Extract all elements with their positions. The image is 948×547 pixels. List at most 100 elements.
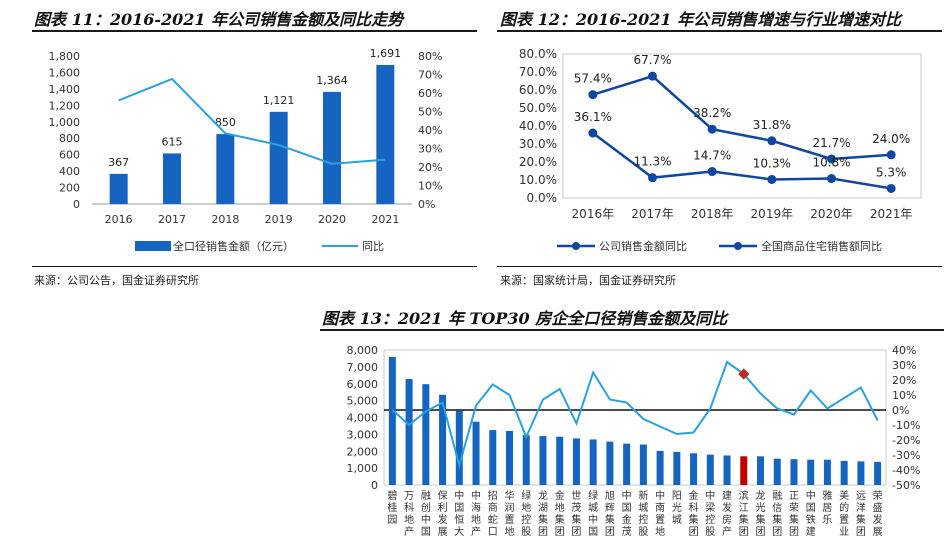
x-tick-label: 正荣集团 — [789, 491, 799, 538]
y-right-tick-label: 10% — [418, 180, 442, 193]
x-tick-label: 滨江集团 — [739, 489, 749, 538]
bar-data-label: 1,121 — [263, 94, 295, 107]
y-right-tick-label: 20% — [418, 161, 442, 174]
x-tick-label: 融信集团 — [772, 490, 782, 538]
y-right-tick-label: 40% — [892, 344, 916, 357]
plot-area-border — [383, 349, 887, 486]
x-tick-label: 融创中国 — [421, 490, 431, 538]
bar-highlight — [740, 456, 748, 485]
y-right-tick-label: 30% — [892, 359, 916, 372]
series-point-1 — [648, 71, 657, 81]
y-tick-label: 70.0% — [519, 65, 557, 79]
x-tick-label: 2016 — [105, 213, 133, 226]
series-point-1 — [827, 154, 836, 164]
series-point-2 — [827, 174, 836, 184]
x-tick-label: 中国金茂 — [622, 489, 632, 538]
fig11-bottom-rule — [32, 266, 477, 267]
y-left-tick-label: 1,400 — [49, 83, 81, 96]
y-left-tick-label: 2,000 — [347, 445, 379, 458]
legend-label-1: 公司销售金额同比 — [599, 239, 687, 253]
series-line-2 — [592, 132, 892, 190]
x-tick-label: 2017 — [158, 213, 186, 226]
bar — [472, 421, 480, 485]
y-right-tick-label: 20% — [892, 374, 916, 387]
bar — [489, 430, 497, 485]
x-tick-label: 龙光集团 — [756, 489, 766, 538]
fig13-svg: 0 1,000 2,000 3,000 4,000 5,000 6,000 7,000 8,00… — [347, 344, 921, 538]
legend-label-2: 全国商品住宅销售额同比 — [761, 239, 882, 253]
x-tick-label: 中海地产 — [471, 489, 481, 538]
x-tick-label: 万科地产 — [404, 491, 414, 538]
data-label-2: 5.3% — [876, 165, 907, 179]
bar — [857, 461, 865, 485]
x-tick-label: 2019年 — [751, 207, 794, 221]
x-tick-label: 建发房产 — [722, 489, 732, 538]
bar — [690, 453, 698, 485]
bar — [639, 444, 647, 485]
y-right-tick-label: 0% — [892, 404, 909, 417]
fig12-source: 来源：国家统计局，国金证券研究所 — [500, 274, 676, 287]
legend-label-line: 同比 — [362, 240, 384, 253]
y-tick-label: 50.0% — [519, 101, 557, 115]
x-tick-label: 绿地控股 — [521, 489, 531, 538]
bar — [422, 384, 430, 485]
fig12-chart: 0.0% 10.0% 20.0% 30.0% 40.0% 50.0% 60.0% 70.0% 8… — [497, 34, 942, 264]
y-left-tick-label: 0 — [371, 479, 378, 492]
bar — [823, 459, 831, 485]
bar — [539, 436, 547, 485]
x-tick-label: 中梁控股 — [705, 489, 715, 538]
yoy-line — [118, 77, 386, 165]
y-right-tick-label: 30% — [418, 143, 442, 156]
data-label-1: 57.4% — [574, 72, 612, 86]
y-right-tick-label: 70% — [418, 69, 442, 82]
y-right-tick-label: -30% — [892, 449, 920, 462]
y-left-tick-label: 1,000 — [49, 116, 81, 129]
bar-data-label: 850 — [215, 116, 236, 129]
x-tick-label: 招商蛇口 — [488, 489, 498, 538]
y-right-tick-label: 60% — [418, 87, 442, 100]
bar — [773, 458, 781, 485]
x-tick-label: 2020 — [318, 213, 346, 226]
fig12-svg: 0.0% 10.0% 20.0% 30.0% 40.0% 50.0% 60.0% 70.0% 8… — [519, 47, 922, 253]
y-right-tick-label: -50% — [892, 479, 920, 492]
x-tick-label: 中国恒大 — [454, 489, 464, 538]
y-right-tick-label: -20% — [892, 434, 920, 447]
y-left-tick-label: 400 — [59, 165, 80, 178]
series-point-2 — [648, 173, 657, 183]
y-tick-label: 30.0% — [519, 137, 557, 151]
bar — [623, 443, 631, 485]
fig13-title-rule — [320, 329, 944, 331]
y-left-tick-label: 1,600 — [49, 66, 81, 79]
bar — [163, 153, 181, 204]
y-tick-label: 0.0% — [527, 191, 558, 205]
series-point-1 — [707, 124, 717, 134]
y-tick-label: 10.0% — [519, 173, 557, 187]
bar — [216, 134, 235, 204]
series-point-2 — [707, 167, 717, 177]
x-tick-label: 2019 — [265, 213, 293, 226]
yoy-line — [391, 360, 879, 470]
fig11-chart: 0 200 400 600 800 1,000 1,200 1,400 1,600 1,800 0%… — [32, 34, 477, 264]
bar-data-label: 367 — [108, 156, 129, 169]
plot-area-border — [562, 53, 922, 199]
bar — [723, 455, 731, 485]
x-tick-label: 新城控股 — [638, 489, 648, 538]
y-tick-label: 20.0% — [519, 155, 557, 169]
bar — [506, 431, 513, 485]
y-left-tick-label: 7,000 — [347, 361, 379, 374]
y-right-tick-label: 10% — [892, 389, 916, 402]
series-point-1 — [588, 90, 598, 100]
y-right-tick-label: 40% — [418, 124, 442, 137]
bar — [572, 438, 580, 485]
bar — [807, 459, 815, 485]
y-right-tick-label: 80% — [418, 50, 442, 63]
bar — [656, 450, 664, 485]
y-left-tick-label: 1,000 — [347, 462, 379, 475]
y-left-tick-label: 5,000 — [347, 395, 379, 408]
y-tick-label: 40.0% — [519, 119, 557, 133]
x-tick-label: 保利发展 — [438, 489, 448, 538]
x-tick-label: 2018 — [211, 213, 239, 226]
bar — [874, 461, 882, 485]
series-point-2 — [767, 174, 777, 184]
legend-swatch-point-1 — [572, 242, 580, 250]
